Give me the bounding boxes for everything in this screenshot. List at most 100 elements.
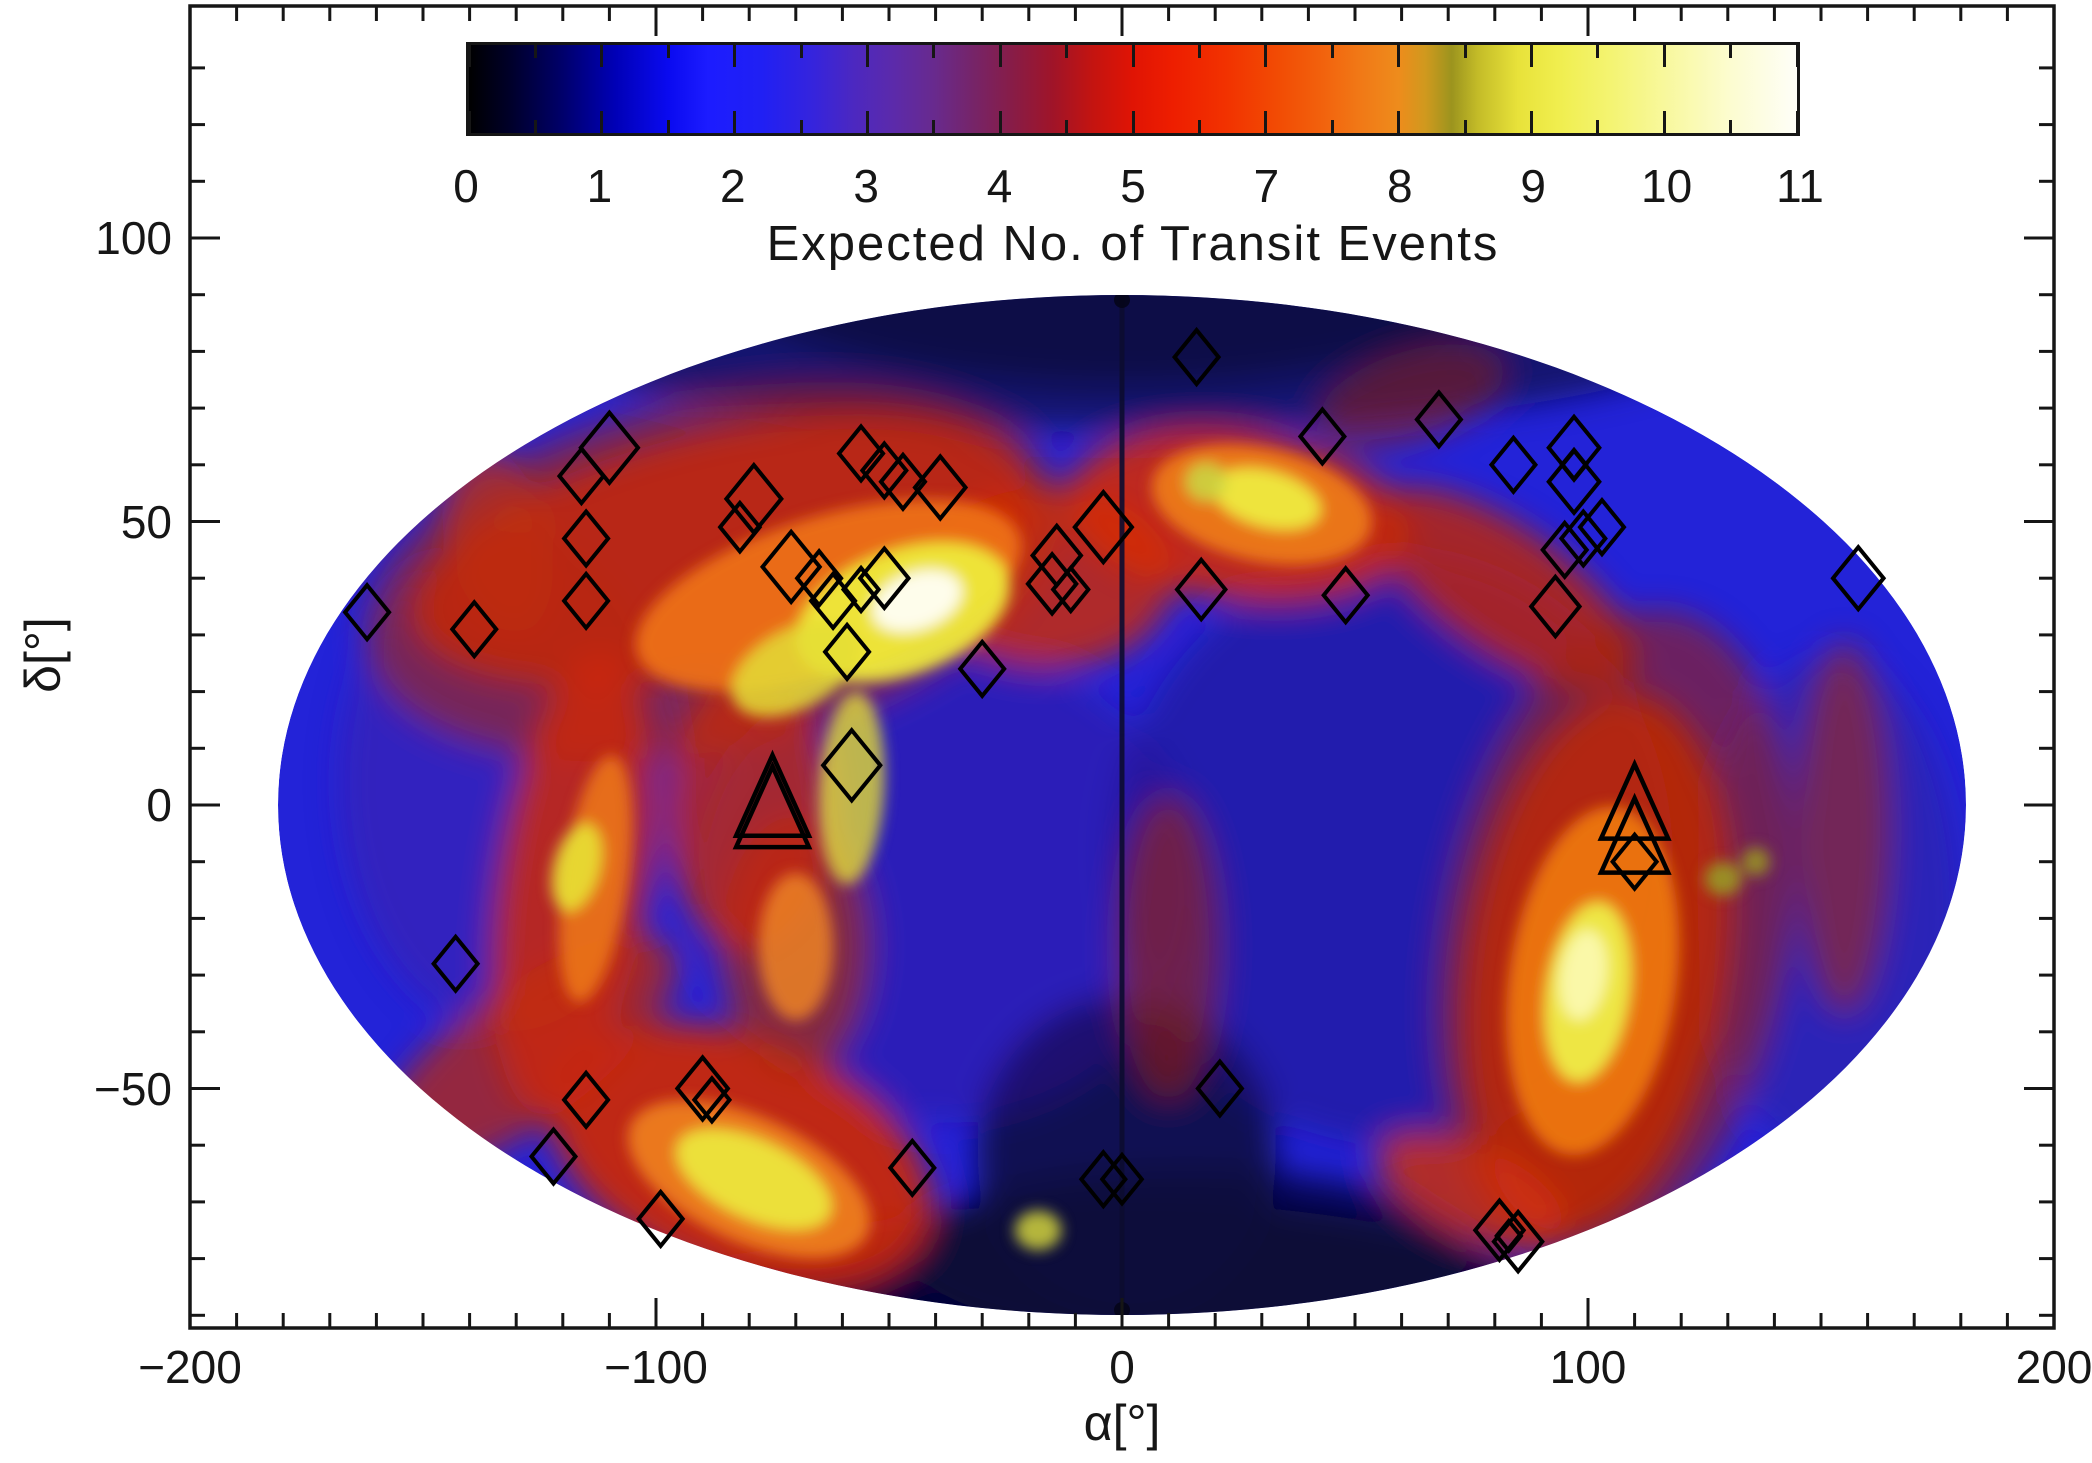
diamond-marker xyxy=(578,409,641,487)
diamond-marker xyxy=(957,638,1007,700)
diamond-marker xyxy=(691,1075,733,1125)
colorbar-minor-tick xyxy=(1596,120,1600,133)
heat-blob xyxy=(731,620,861,717)
colorbar-tick-label: 11 xyxy=(1776,160,1824,212)
colorbar-tick xyxy=(600,111,604,133)
colorbar-tick xyxy=(1397,45,1401,67)
heat-blob xyxy=(1014,1210,1062,1251)
diamond-marker xyxy=(1321,565,1371,626)
x-tick-label: 200 xyxy=(2015,1341,2092,1393)
diamond-marker xyxy=(878,451,928,512)
heat-blob xyxy=(551,823,603,912)
diamond-marker xyxy=(1494,1217,1524,1254)
triangle-marker xyxy=(732,749,813,838)
colorbar-minor-tick xyxy=(1729,120,1733,133)
colorbar-minor-tick xyxy=(1330,120,1334,133)
diamond-marker xyxy=(820,727,883,804)
north-pole-mark xyxy=(1114,295,1130,308)
colorbar-minor-tick xyxy=(666,120,670,133)
diamond-marker xyxy=(528,1126,579,1187)
colorbar-minor-tick xyxy=(1197,45,1201,58)
colorbar-tick xyxy=(998,111,1002,133)
diamond-marker xyxy=(1472,1197,1527,1264)
colorbar-minor-tick xyxy=(1729,45,1733,58)
diamond-marker xyxy=(794,548,844,609)
x-tick-label: −200 xyxy=(138,1341,242,1393)
colorbar-tick xyxy=(1131,111,1135,133)
heat-blob xyxy=(1373,487,1636,692)
colorbar-tick xyxy=(600,45,604,67)
colorbar-minor-tick xyxy=(533,45,537,58)
colorbar xyxy=(466,42,1800,136)
colorbar-minor-tick xyxy=(932,45,936,58)
colorbar-tick xyxy=(1397,111,1401,133)
diamond-marker xyxy=(1297,406,1347,467)
heat-blob xyxy=(442,444,554,633)
x-axis-label: α[°] xyxy=(1083,1395,1161,1451)
triangle-marker xyxy=(1597,758,1672,841)
diamond-marker xyxy=(759,528,823,606)
x-tick-label: 100 xyxy=(1549,1341,1627,1393)
colorbar-minor-tick xyxy=(1065,45,1069,58)
diamond-marker xyxy=(1610,831,1660,892)
diamond-marker xyxy=(561,570,611,632)
y-tick-label: 0 xyxy=(146,779,172,831)
colorbar-minor-tick xyxy=(666,45,670,58)
diamond-marker xyxy=(561,508,611,569)
colorbar-minor-tick xyxy=(1065,120,1069,133)
colorbar-tick xyxy=(733,111,737,133)
diamond-marker xyxy=(342,582,392,643)
diamond-marker xyxy=(636,1188,686,1250)
heat-blob xyxy=(1184,462,1227,502)
heat-blob xyxy=(1376,1130,1567,1251)
axis-ticks xyxy=(188,6,2056,1328)
x-tick-label: 0 xyxy=(1109,1341,1135,1393)
colorbar-tick xyxy=(1529,45,1533,67)
colorbar-tick-label: 3 xyxy=(853,160,879,212)
y-tick-label: −50 xyxy=(93,1062,172,1115)
colorbar-tick-label: 8 xyxy=(1387,160,1413,212)
colorbar-tick xyxy=(998,45,1002,67)
heat-blob xyxy=(872,569,962,632)
colorbar-minor-tick xyxy=(1463,120,1467,133)
colorbar-tick xyxy=(1264,111,1268,133)
diamond-marker xyxy=(1050,564,1091,615)
diamond-marker xyxy=(836,423,886,484)
diamond-marker xyxy=(556,445,607,507)
diamond-marker xyxy=(912,453,969,522)
diamond-marker xyxy=(1830,543,1887,613)
colorbar-tick xyxy=(1131,45,1135,67)
diamond-marker xyxy=(1528,573,1583,640)
colorbar-tick xyxy=(467,45,471,67)
colorbar-tick-label: 5 xyxy=(1120,160,1146,212)
colorbar-tick-label: 10 xyxy=(1641,160,1693,212)
colorbar-tick-label: 9 xyxy=(1520,160,1546,212)
diamond-marker xyxy=(1099,1151,1145,1207)
heat-blob xyxy=(1797,640,1891,1015)
colorbar-minor-tick xyxy=(1330,45,1334,58)
colorbar-minor-tick xyxy=(533,120,537,133)
diamond-marker xyxy=(1577,497,1627,558)
diamond-marker xyxy=(674,1054,731,1123)
diamond-marker xyxy=(1195,1058,1245,1119)
diamond-marker xyxy=(1546,447,1602,517)
diamond-marker xyxy=(887,1137,937,1199)
diamond-marker xyxy=(561,1069,611,1131)
colorbar-tick xyxy=(733,45,737,67)
colorbar-minor-tick xyxy=(932,120,936,133)
triangle-marker xyxy=(732,761,813,850)
heat-blob xyxy=(1704,861,1742,896)
diamond-marker xyxy=(1540,519,1590,581)
diamond-marker xyxy=(1488,434,1539,495)
diamond-marker xyxy=(840,564,882,615)
triangle-marker xyxy=(1597,792,1672,875)
diamond-marker xyxy=(1171,326,1222,388)
heat-blob xyxy=(818,691,885,885)
colorbar-tick-label: 2 xyxy=(720,160,746,212)
diamond-marker xyxy=(1078,1149,1128,1210)
heat-blob xyxy=(758,873,834,1021)
colorbar-tick xyxy=(865,111,869,133)
colorbar-tick xyxy=(865,45,869,67)
colorbar-tick xyxy=(1795,111,1799,133)
diamond-marker xyxy=(717,499,763,555)
